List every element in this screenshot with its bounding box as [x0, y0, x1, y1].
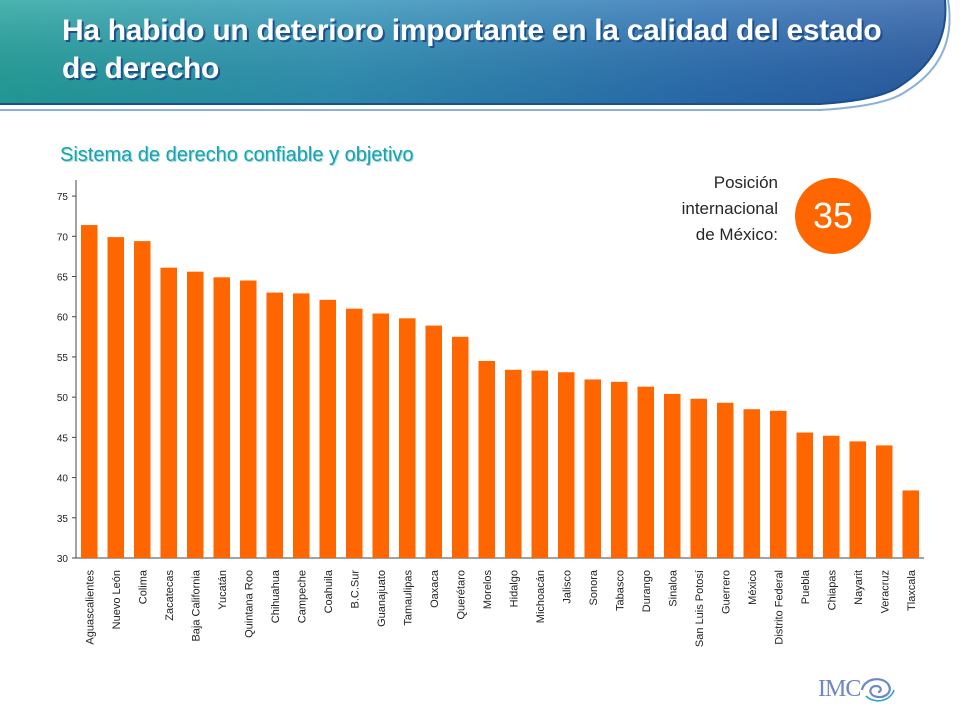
bar: [160, 267, 177, 558]
rank-label: Posición internacional de México:: [640, 170, 778, 248]
x-tick-label: Tlaxcala: [906, 569, 918, 611]
x-tick-label: Distrito Federal: [773, 570, 785, 645]
bar: [770, 410, 787, 558]
logo-text: IMC: [818, 676, 861, 702]
x-tick-label: Querétaro: [455, 570, 467, 620]
bar: [478, 360, 495, 558]
y-tick-label: 70: [57, 232, 69, 243]
rank-label-line: Posición: [713, 173, 778, 192]
bar: [107, 237, 124, 558]
x-tick-label: Quintana Roo: [243, 570, 255, 638]
bar: [902, 490, 919, 558]
bar: [399, 318, 416, 558]
x-tick-label: Tamaulipas: [402, 570, 414, 626]
x-tick-label: Guanajuato: [376, 570, 388, 627]
y-tick-label: 60: [57, 313, 69, 324]
x-tick-label: Nuevo León: [111, 570, 123, 629]
x-tick-label: Hidalgo: [508, 570, 520, 607]
slide-title: Ha habido un deterioro importante en la …: [62, 14, 882, 85]
x-tick-label: México: [747, 570, 759, 605]
bar: [505, 369, 522, 558]
bar: [664, 393, 681, 558]
bar: [346, 308, 363, 558]
x-tick-label: Michoacán: [535, 570, 547, 623]
x-tick-label: San Luis Potosí: [694, 570, 706, 647]
x-tick-label: Baja California: [190, 569, 202, 641]
x-tick-label: Aguascalientes: [84, 570, 96, 645]
x-tick-label: Campeche: [296, 570, 308, 623]
bar: [372, 313, 389, 558]
bar: [637, 386, 654, 558]
title-banner: [0, 0, 951, 111]
x-tick-label: Morelos: [482, 570, 494, 610]
x-tick-label: Guerrero: [720, 570, 732, 614]
y-tick-label: 65: [57, 273, 69, 284]
bar: [823, 435, 840, 558]
bar: [81, 225, 98, 559]
rank-label-line: internacional: [681, 199, 778, 218]
bar: [293, 293, 310, 558]
bar: [849, 441, 866, 558]
rank-badge: 35: [795, 178, 871, 254]
x-tick-label: Jalisco: [561, 570, 573, 604]
bar: [876, 445, 893, 558]
bars: [76, 225, 924, 559]
bar: [717, 402, 734, 558]
x-tick-label: Colima: [137, 569, 149, 604]
bar: [213, 277, 230, 558]
bar: [240, 280, 257, 558]
y-tick-label: 40: [57, 474, 69, 485]
y-tick-label: 55: [57, 353, 69, 364]
x-tick-label: Durango: [641, 570, 653, 612]
x-tick-label: Nayarit: [853, 570, 865, 605]
rank-label-line: de México:: [695, 225, 778, 244]
bar: [425, 325, 442, 558]
bar: [558, 372, 575, 558]
bar: [690, 398, 707, 558]
x-tick-label: Sonora: [588, 569, 600, 605]
bar: [187, 271, 204, 558]
y-tick-label: 50: [57, 393, 69, 404]
imco-logo: IMC: [818, 672, 898, 706]
bar: [796, 432, 813, 558]
x-axis-labels: Aguascalientes Nuevo León Colima Zacatecas B…: [84, 569, 918, 647]
y-tick-label: 75: [57, 192, 69, 203]
y-tick-label: 45: [57, 433, 69, 444]
x-tick-label: Puebla: [800, 569, 812, 604]
x-tick-label: Veracruz: [879, 570, 891, 613]
y-axis: 30 35 40 45 50 55 60 65 70 75: [57, 180, 77, 565]
x-tick-label: Tabasco: [614, 570, 626, 611]
x-tick-label: Coahuila: [323, 569, 335, 613]
y-tick-label: 30: [57, 554, 69, 565]
x-tick-label: B.C.Sur: [349, 570, 361, 609]
x-tick-label: Zacatecas: [164, 570, 176, 621]
x-tick-label: Oaxaca: [429, 569, 441, 608]
bar: [134, 241, 151, 558]
bar: [319, 299, 336, 558]
x-tick-label: Chiapas: [826, 570, 838, 611]
bar: [611, 381, 628, 558]
logo-swirl-icon: [860, 678, 895, 702]
bar: [266, 292, 283, 558]
y-tick-label: 35: [57, 514, 69, 525]
x-tick-label: Sinaloa: [667, 569, 679, 607]
bar: [531, 370, 548, 558]
bar: [452, 336, 469, 558]
bar: [584, 379, 601, 558]
x-tick-label: Chihuahua: [270, 569, 282, 623]
bar: [743, 409, 760, 558]
x-tick-label: Yucatán: [217, 570, 229, 610]
chart-title: Sistema de derecho confiable y objetivo: [60, 144, 414, 166]
